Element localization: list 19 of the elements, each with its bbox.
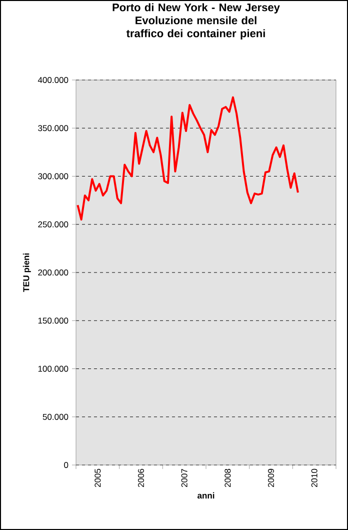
x-tick-label: 2008 [224,468,231,488]
x-tick-label: 2010 [311,468,318,488]
y-tick-label: 400.000 [38,76,68,83]
line-series [76,96,299,221]
x-tick-label: 2006 [138,468,144,488]
y-tick-label: 250.000 [38,221,68,228]
y-tick-label: 350.000 [38,125,68,132]
y-tick-label: 50.000 [42,414,68,420]
x-axis-title: anni [198,492,214,499]
y-tick-label: 100.000 [38,366,68,372]
y-tick-label: 300.000 [38,173,68,180]
x-tick-label: 2009 [268,468,274,488]
y-tick-label: 150.000 [38,318,68,324]
x-tick-label: 2007 [181,468,188,488]
y-axis-title: TEU pieni [22,254,31,292]
y-tick-label: 200.000 [38,269,68,276]
chart-title: Porto di New York - New Jersey Evoluzione mensile del traffico dei container pieni [112,3,280,40]
x-tick-label: 2005 [94,468,101,488]
y-tick-label: 0 [64,462,68,468]
